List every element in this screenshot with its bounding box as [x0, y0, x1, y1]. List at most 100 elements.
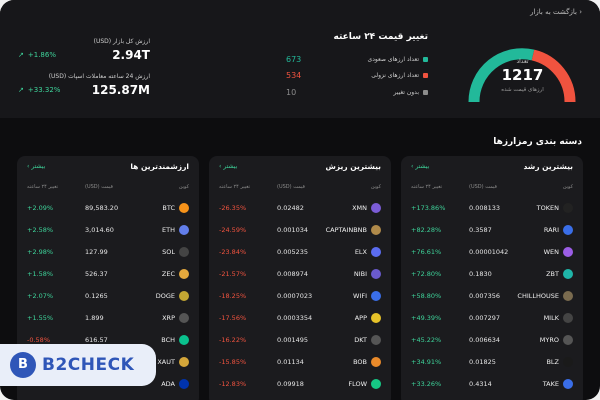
column-price: (USD) قیمت [469, 184, 497, 190]
coin-symbol: ZEC [161, 270, 175, 278]
coin-row[interactable]: +76.61% 0.00001042 WEN [401, 241, 583, 263]
coin-logo-icon [179, 335, 189, 345]
coin-row[interactable]: +2.98% 127.99 SOL [17, 241, 199, 263]
coin-logo-icon [563, 357, 573, 367]
panel-more-link[interactable]: ‹ بیشتر [411, 163, 430, 170]
coin-symbol: CAPTAINBNB [325, 226, 367, 234]
coin-row[interactable]: -16.22% 0.001495 DKT [209, 329, 391, 351]
coin-change: -15.85% [219, 358, 247, 366]
coin-row[interactable]: -21.57% 0.008974 NIBI [209, 263, 391, 285]
coin-price: 0.01134 [277, 358, 304, 366]
market-stat-label: (USD) ارزش کل بازار [93, 38, 150, 45]
coin-row[interactable]: ADA [17, 373, 199, 395]
panel-more-link[interactable]: ‹ بیشتر [219, 163, 238, 170]
chevron-left-icon: ‹ [411, 163, 414, 170]
coin-change: -0.58% [27, 336, 50, 344]
coin-logo-icon [371, 379, 381, 389]
coin-price: 0.0003354 [277, 314, 313, 322]
market-stat-value: 2.94T [112, 48, 150, 62]
coin-change: +2.58% [27, 226, 54, 234]
coin-change: +82.28% [411, 226, 442, 234]
market-stat-change: ↗ +33.32% [18, 86, 61, 94]
gauge-up-arc [468, 48, 535, 103]
coin-row[interactable]: +173.86% 0.008133 TOKEN [401, 197, 583, 219]
coin-change: +33.26% [411, 380, 442, 388]
coin-price: 89,583.20 [85, 204, 119, 212]
coin-row[interactable]: -17.56% 0.0003354 APP [209, 307, 391, 329]
coin-row[interactable]: -0.58% 616.57 BCH [17, 329, 199, 351]
coin-logo-icon [179, 379, 189, 389]
coin-row[interactable]: -0.10%0.2832TRX [17, 395, 199, 400]
coin-row[interactable]: -15.85% 0.01134 BOB [209, 351, 391, 373]
coin-symbol: WIFI [353, 292, 367, 300]
coin-row[interactable]: +1.55% 1.899 XRP [17, 307, 199, 329]
coin-row[interactable]: +82.28% 0.3587 RARI [401, 219, 583, 241]
coin-price: 0.02482 [277, 204, 304, 212]
market-stat-value: 125.87M [91, 83, 150, 97]
panel-title: بیشترین رشد [523, 162, 573, 171]
coin-change: -12.83% [219, 380, 247, 388]
change-24h-count: 534 [286, 71, 302, 80]
coin-row[interactable]: -23.84% 0.005235 ELX [209, 241, 391, 263]
category-panel: بیشترین رشد ‹ بیشتر تغییر ۲۴ ساعته (USD) قی… [401, 156, 583, 400]
coin-row[interactable]: +26.02%0.06389ONT [401, 395, 583, 400]
coin-logo-icon [371, 335, 381, 345]
coin-change: +58.80% [411, 292, 442, 300]
coin-row[interactable]: +45.22% 0.006634 MYRO [401, 329, 583, 351]
panel-more-link[interactable]: ‹ بیشتر [27, 163, 46, 170]
coin-price: 0.4314 [469, 380, 492, 388]
coin-symbol: ZBT [546, 270, 559, 278]
coin-row[interactable]: +58.80% 0.007356 CHILLHOUSE [401, 285, 583, 307]
chevron-left-icon: ‹ [27, 163, 30, 170]
coin-logo-icon [371, 357, 381, 367]
coin-price: 0.0007023 [277, 292, 313, 300]
coin-logo-icon [563, 379, 573, 389]
coin-row[interactable]: +2.07% 0.1265 DOGE [17, 285, 199, 307]
coin-symbol: XAUT [157, 358, 175, 366]
coin-change: -21.57% [219, 270, 247, 278]
coin-symbol: FLOW [348, 380, 367, 388]
coin-change: +76.61% [411, 248, 442, 256]
coin-price: 0.006634 [469, 336, 501, 344]
coin-row[interactable]: XAUT [17, 351, 199, 373]
coin-logo-icon [563, 247, 573, 257]
coin-symbol: NIBI [353, 270, 367, 278]
coin-price: 0.09918 [277, 380, 304, 388]
gauge-down-arc [531, 49, 576, 103]
coin-row[interactable]: +49.39% 0.007297 MILK [401, 307, 583, 329]
coin-price: 616.57 [85, 336, 108, 344]
coin-row[interactable]: -12.04%0.0009440KURT [209, 395, 391, 400]
column-coin: کوین [178, 184, 189, 190]
coin-logo-icon [179, 225, 189, 235]
coin-logo-icon [563, 269, 573, 279]
coin-row[interactable]: -12.83% 0.09918 FLOW [209, 373, 391, 395]
coin-change: +34.91% [411, 358, 442, 366]
coin-symbol: WEN [543, 248, 559, 256]
coin-price: 0.005235 [277, 248, 309, 256]
coin-row[interactable]: +33.26% 0.4314 TAKE [401, 373, 583, 395]
coin-row[interactable]: -26.35% 0.02482 XMN [209, 197, 391, 219]
coin-symbol: MYRO [539, 336, 559, 344]
back-to-market-link[interactable]: ‹ بازگشت به بازار [530, 8, 582, 16]
coin-row[interactable]: -24.59% 0.001034 CAPTAINBNB [209, 219, 391, 241]
coin-price: 0.001495 [277, 336, 309, 344]
coin-row[interactable]: +72.80% 0.1830 ZBT [401, 263, 583, 285]
coin-row[interactable]: +2.09% 89,583.20 BTC [17, 197, 199, 219]
coin-row[interactable]: -18.25% 0.0007023 WIFI [209, 285, 391, 307]
column-price: (USD) قیمت [85, 184, 113, 190]
column-price: (USD) قیمت [277, 184, 305, 190]
coin-change: +2.98% [27, 248, 54, 256]
coin-symbol: BCH [161, 336, 175, 344]
coin-change: -17.56% [219, 314, 247, 322]
gauge-label: تعداد [516, 58, 529, 65]
coin-row[interactable]: +34.91% 0.01825 BLZ [401, 351, 583, 373]
panel-header: بیشترین ریزش ‹ بیشتر [209, 162, 391, 176]
coin-change: +173.86% [411, 204, 446, 212]
panel-header: بیشترین رشد ‹ بیشتر [401, 162, 583, 176]
coin-logo-icon [371, 291, 381, 301]
coin-symbol: ADA [161, 380, 175, 388]
coin-row[interactable]: +2.58% 3,014.60 ETH [17, 219, 199, 241]
change-24h-item: بدون تغییر [393, 89, 428, 96]
coin-row[interactable]: +1.58% 526.37 ZEC [17, 263, 199, 285]
